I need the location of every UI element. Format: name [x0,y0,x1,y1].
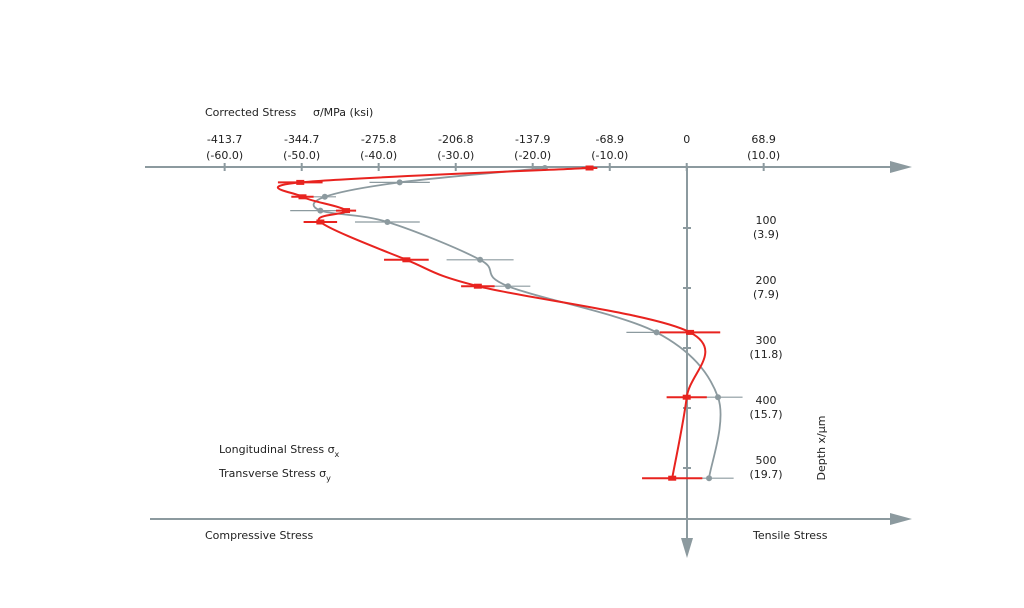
x-tick-label: -68.9 [596,133,624,146]
arrow [890,161,912,173]
point [317,207,324,214]
right-label: Tensile Stress [752,529,828,542]
x-tick-label-ksi: (-10.0) [591,149,628,162]
point [473,283,482,289]
x-tick-label: 68.9 [751,133,776,146]
y-axis-title: Depth x/µm [815,416,828,481]
y-tick-label: 400 [756,394,777,407]
point [342,208,351,214]
y-tick-label-inch: (11.8) [749,348,782,361]
arrow [890,513,912,525]
x-tick-label-ksi: (-50.0) [283,149,320,162]
series-line [312,167,722,479]
point [714,394,721,401]
legend-label: Transverse Stress σy [218,467,331,483]
point [585,165,594,171]
y-tick-label-inch: (15.7) [749,408,782,421]
point [653,329,660,336]
point [686,329,695,335]
point [682,394,691,400]
point [706,475,713,482]
x-tick-label: -344.7 [284,133,319,146]
x-tick-label-ksi: (-60.0) [206,149,243,162]
x-tick-label-ksi: (-20.0) [514,149,551,162]
point [384,219,391,225]
legend-label: Longitudinal Stress σx [219,443,340,459]
y-tick-label-inch: (7.9) [753,288,779,301]
x-tick-label-ksi: (-30.0) [437,149,474,162]
point [402,257,411,263]
x-tick-label: -137.9 [515,133,550,146]
y-tick-label-inch: (19.7) [749,468,782,481]
x-tick-label: -275.8 [361,133,396,146]
point [505,283,512,290]
point [316,219,325,225]
x-tick-label: -206.8 [438,133,473,146]
x-tick-label: -413.7 [207,133,242,146]
y-tick-label: 200 [756,274,777,287]
arrow [681,538,693,558]
x-axis-unit: σ/MPa (ksi) [313,106,373,119]
point [298,194,307,200]
y-tick-label: 300 [756,334,777,347]
y-tick-label: 100 [756,214,777,227]
x-tick-label: 0 [683,133,690,146]
left-label: Compressive Stress [205,529,314,542]
point [477,256,484,263]
y-tick-label-inch: (3.9) [753,228,779,241]
point [668,475,677,481]
point [321,193,328,200]
x-tick-label-ksi: (10.0) [747,149,780,162]
point [296,179,305,185]
y-tick-label: 500 [756,454,777,467]
x-tick-label-ksi: (-40.0) [360,149,397,162]
point [396,179,403,186]
x-axis-title: Corrected Stress [205,106,296,119]
